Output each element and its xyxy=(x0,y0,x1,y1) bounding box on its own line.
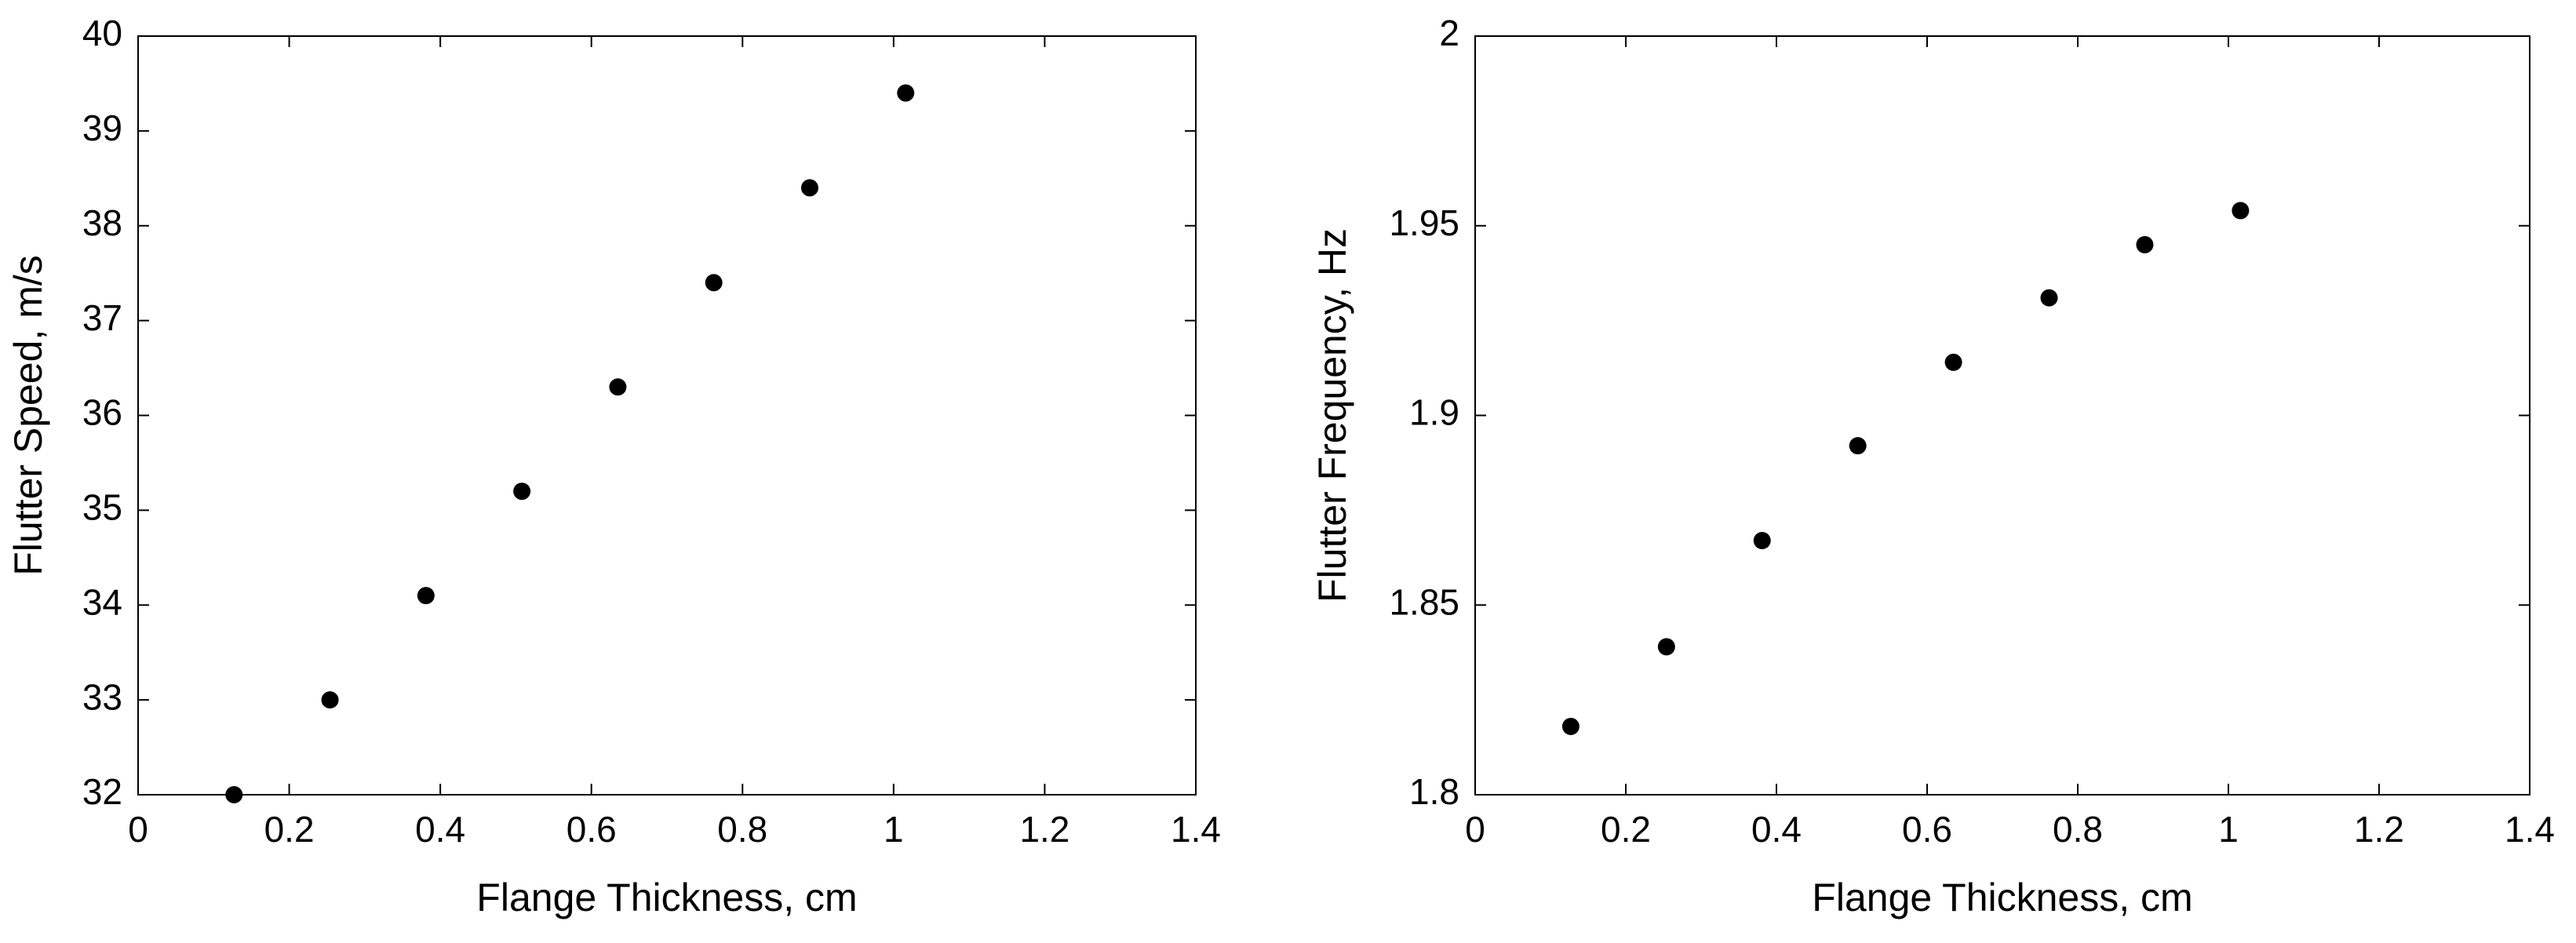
x-tick-label: 0.4 xyxy=(1751,809,1802,850)
data-point xyxy=(1561,717,1579,735)
data-point xyxy=(705,274,723,292)
x-tick-label: 1 xyxy=(884,809,904,850)
x-tick-label: 0.8 xyxy=(717,809,767,850)
x-tick-label: 1.2 xyxy=(2354,809,2404,850)
y-tick-label: 40 xyxy=(82,13,122,53)
data-point xyxy=(513,482,531,501)
y-axis-label: Flutter Frequency, Hz xyxy=(1310,228,1354,603)
x-tick-label: 1 xyxy=(2218,809,2239,850)
x-tick-label: 0.6 xyxy=(1902,809,1952,850)
y-tick-label: 39 xyxy=(82,107,122,148)
x-axis-label: Flange Thickness, cm xyxy=(476,876,857,919)
data-point xyxy=(2136,235,2154,253)
y-tick-label: 1.9 xyxy=(1409,392,1459,433)
data-point xyxy=(225,786,243,803)
x-tick-label: 0 xyxy=(1465,809,1485,850)
data-point xyxy=(1944,353,1962,371)
x-tick-label: 1.4 xyxy=(1171,809,1221,850)
y-tick-label: 2 xyxy=(1439,13,1459,53)
data-point xyxy=(2040,289,2058,307)
y-tick-label: 35 xyxy=(82,487,122,528)
y-tick-label: 1.95 xyxy=(1389,202,1459,243)
x-tick-label: 1.4 xyxy=(2505,809,2555,850)
x-tick-label: 0.2 xyxy=(264,809,315,850)
y-tick-label: 32 xyxy=(82,771,122,812)
y-tick-label: 38 xyxy=(82,202,122,243)
data-point xyxy=(1753,532,1771,550)
y-axis-label: Flutter Speed, m/s xyxy=(6,255,50,576)
data-point xyxy=(1849,437,1867,455)
x-tick-label: 0 xyxy=(128,809,148,850)
x-tick-label: 0.6 xyxy=(567,809,617,850)
y-tick-label: 1.85 xyxy=(1389,581,1459,622)
y-tick-label: 1.8 xyxy=(1409,771,1459,812)
x-tick-label: 0.8 xyxy=(2053,809,2103,850)
x-tick-label: 0.4 xyxy=(415,809,465,850)
x-tick-label: 1.2 xyxy=(1019,809,1069,850)
x-tick-label: 0.2 xyxy=(1601,809,1651,850)
data-point xyxy=(897,84,915,102)
data-point xyxy=(800,179,818,197)
y-tick-label: 36 xyxy=(82,392,122,433)
data-point xyxy=(2232,202,2250,220)
data-point xyxy=(609,378,627,396)
x-axis-label: Flange Thickness, cm xyxy=(1812,876,2192,919)
y-tick-label: 37 xyxy=(82,297,122,338)
plot-frame xyxy=(1474,35,2530,796)
data-point xyxy=(1657,638,1675,656)
plot-frame xyxy=(137,35,1197,796)
y-tick-label: 34 xyxy=(82,581,122,622)
data-point xyxy=(417,587,435,605)
y-tick-label: 33 xyxy=(82,676,122,717)
data-point xyxy=(321,691,339,709)
